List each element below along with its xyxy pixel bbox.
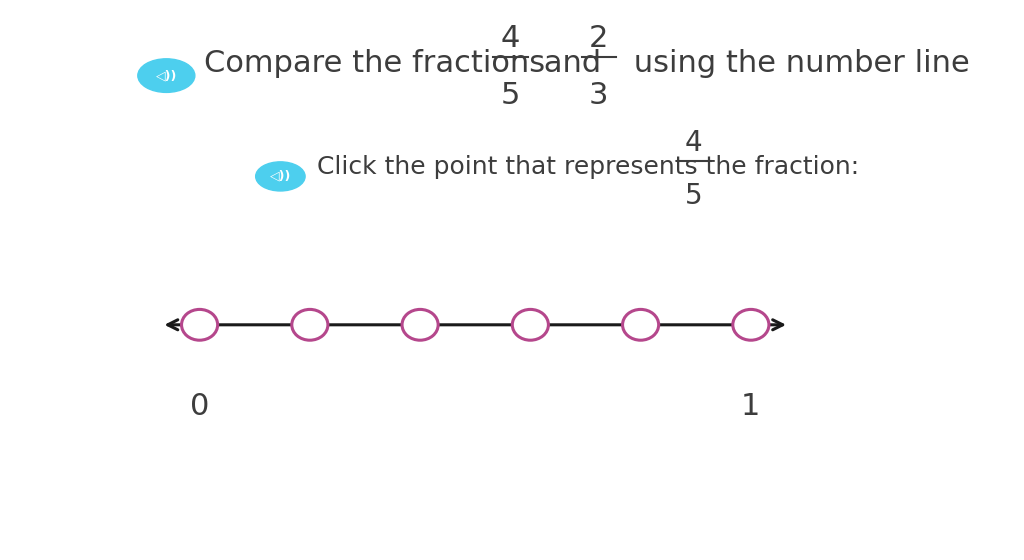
Text: 1: 1 [741, 392, 761, 421]
Text: 2: 2 [589, 24, 608, 53]
Ellipse shape [181, 310, 218, 340]
Ellipse shape [623, 310, 658, 340]
Text: 5: 5 [685, 182, 702, 210]
Text: and: and [535, 49, 611, 78]
Ellipse shape [292, 310, 328, 340]
Text: 3: 3 [589, 81, 608, 110]
Text: Click the point that represents the fraction:: Click the point that represents the frac… [316, 155, 866, 179]
Text: 5: 5 [501, 81, 520, 110]
Text: ◁)): ◁)) [156, 69, 177, 82]
Ellipse shape [733, 310, 769, 340]
Text: using the number line: using the number line [625, 49, 970, 78]
Text: 4: 4 [501, 24, 520, 53]
Ellipse shape [402, 310, 438, 340]
Ellipse shape [512, 310, 549, 340]
Text: 0: 0 [189, 392, 209, 421]
Text: Compare the fractions: Compare the fractions [205, 49, 555, 78]
Circle shape [138, 59, 195, 92]
Circle shape [256, 162, 305, 191]
Text: ◁)): ◁)) [269, 170, 291, 183]
Text: 4: 4 [685, 129, 702, 157]
